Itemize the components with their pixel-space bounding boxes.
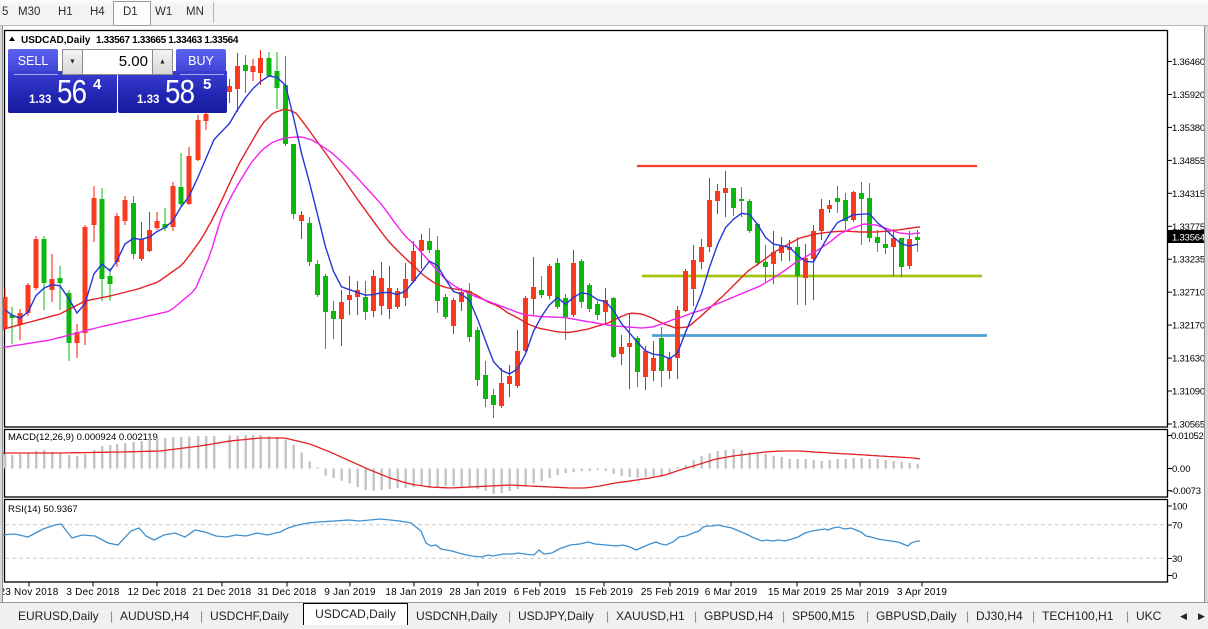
svg-text:1.33775: 1.33775: [1172, 222, 1205, 233]
svg-text:0.010525: 0.010525: [1171, 431, 1208, 442]
svg-text:15 Feb 2019: 15 Feb 2019: [575, 587, 634, 598]
svg-text:18 Jan 2019: 18 Jan 2019: [385, 587, 442, 598]
svg-text:1.33235: 1.33235: [1172, 255, 1205, 266]
svg-text:3 Dec 2018: 3 Dec 2018: [66, 587, 119, 598]
svg-text:25 Feb 2019: 25 Feb 2019: [641, 587, 700, 598]
svg-text:RSI(14) 50.9367: RSI(14) 50.9367: [8, 504, 78, 515]
svg-text:100: 100: [1172, 502, 1187, 513]
svg-text:1.31630: 1.31630: [1172, 354, 1205, 365]
svg-text:1.34855: 1.34855: [1172, 156, 1205, 167]
svg-text:3 Apr 2019: 3 Apr 2019: [897, 587, 948, 598]
svg-text:30: 30: [1172, 554, 1182, 565]
svg-text:6 Mar 2019: 6 Mar 2019: [705, 587, 758, 598]
svg-text:6 Feb 2019: 6 Feb 2019: [514, 587, 567, 598]
svg-text:1.36460: 1.36460: [1172, 57, 1205, 68]
svg-text:1.31090: 1.31090: [1172, 387, 1205, 398]
svg-text:1.34315: 1.34315: [1172, 189, 1205, 200]
svg-text:1.32170: 1.32170: [1172, 321, 1205, 332]
svg-text:MACD(12,26,9) 0.000924 0.00211: MACD(12,26,9) 0.000924 0.002119: [8, 432, 158, 443]
svg-text:1.35920: 1.35920: [1172, 90, 1205, 101]
svg-text:1.32710: 1.32710: [1172, 288, 1205, 299]
svg-text:USDCAD,Daily: USDCAD,Daily: [21, 35, 91, 46]
svg-text:1.33567 1.33665 1.33463 1.3356: 1.33567 1.33665 1.33463 1.33564: [96, 35, 239, 46]
svg-text:0: 0: [1172, 571, 1177, 582]
svg-text:0.00: 0.00: [1172, 464, 1191, 475]
svg-text:1.30565: 1.30565: [1172, 420, 1205, 431]
svg-text:28 Jan 2019: 28 Jan 2019: [449, 587, 506, 598]
svg-text:21 Dec 2018: 21 Dec 2018: [193, 587, 252, 598]
svg-text:-0.0073: -0.0073: [1170, 486, 1201, 497]
svg-text:15 Mar 2019: 15 Mar 2019: [768, 587, 827, 598]
svg-text:1.33564: 1.33564: [1172, 233, 1205, 244]
svg-text:25 Mar 2019: 25 Mar 2019: [831, 587, 890, 598]
svg-text:1.35380: 1.35380: [1172, 123, 1205, 134]
svg-text:31 Dec 2018: 31 Dec 2018: [258, 587, 317, 598]
svg-text:23 Nov 2018: 23 Nov 2018: [0, 587, 59, 598]
svg-text:12 Dec 2018: 12 Dec 2018: [128, 587, 187, 598]
svg-text:9 Jan 2019: 9 Jan 2019: [324, 587, 376, 598]
svg-text:70: 70: [1172, 521, 1182, 532]
